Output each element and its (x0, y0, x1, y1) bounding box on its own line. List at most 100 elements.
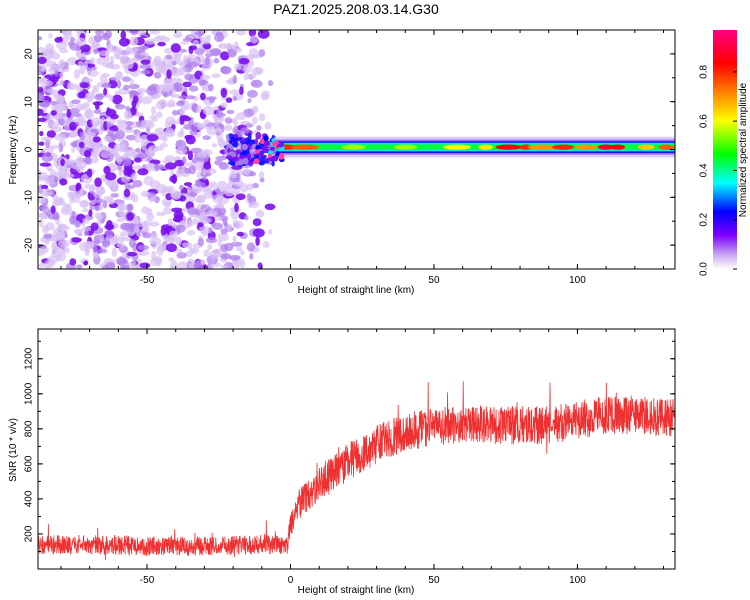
noise-blob (110, 113, 119, 120)
noise-blob (89, 184, 96, 194)
noise-blob (39, 77, 48, 82)
noise-blob (59, 72, 64, 80)
noise-blob (125, 134, 137, 141)
noise-blob (84, 59, 94, 64)
noise-blob (168, 230, 178, 241)
noise-blob (224, 190, 234, 197)
noise-blob (52, 227, 65, 236)
noise-blob (69, 258, 77, 266)
noise-blob (188, 45, 198, 51)
noise-blob (39, 162, 52, 167)
noise-blob (137, 168, 149, 176)
noise-blob (227, 160, 237, 166)
noise-blob (213, 57, 220, 64)
noise-blob (217, 137, 225, 147)
noise-blob (164, 130, 175, 138)
noise-blob (72, 112, 82, 118)
noise-blob (44, 238, 50, 245)
noise-blob (228, 139, 233, 144)
noise-blob (105, 172, 117, 181)
noise-blob (211, 30, 216, 35)
noise-blob (218, 44, 223, 49)
noise-blob (234, 202, 239, 213)
noise-blob (71, 237, 82, 243)
noise-blob (247, 89, 258, 98)
noise-blob (178, 220, 187, 226)
noise-blob (44, 48, 56, 54)
noise-blob (209, 263, 215, 268)
noise-blob (79, 65, 86, 75)
noise-blob (119, 264, 130, 269)
noise-blob (54, 133, 66, 141)
noise-blob (271, 160, 275, 167)
noise-blob (111, 247, 117, 258)
noise-blob (155, 211, 166, 217)
noise-blob (126, 212, 134, 221)
noise-blob (105, 262, 116, 269)
noise-blob (219, 51, 230, 61)
noise-blob (216, 109, 223, 118)
noise-blob (106, 182, 118, 187)
noise-blob (180, 116, 192, 122)
noise-blob (113, 143, 123, 151)
noise-blob (178, 95, 187, 100)
noise-blob (220, 102, 228, 108)
signal-hotspot (495, 144, 522, 150)
noise-blob (108, 94, 114, 102)
noise-blob (56, 95, 66, 104)
noise-blob (182, 156, 187, 164)
noise-blob (92, 101, 104, 106)
noise-blob (149, 237, 162, 245)
colorbar-ticks: 0.0 0.2 0.4 0.6 0.8 (699, 64, 737, 276)
noise-blob (100, 150, 112, 159)
noise-blob (220, 253, 232, 260)
noise-blob (176, 252, 187, 259)
noise-blob (38, 56, 47, 64)
noise-blob (174, 159, 185, 167)
noise-blob (38, 247, 46, 257)
noise-blob (102, 200, 108, 209)
noise-blob (268, 80, 274, 87)
onset-patch (253, 158, 260, 165)
y-tick-label: -20 (24, 237, 35, 252)
signal-hotspot (637, 144, 655, 150)
noise-blob (155, 101, 165, 110)
signal-hotspot (290, 144, 320, 150)
noise-blob (104, 50, 110, 60)
noise-blob (233, 133, 239, 139)
noise-blob (157, 41, 166, 47)
noise-blob (85, 131, 96, 138)
noise-blob (127, 251, 138, 257)
noise-blob (229, 145, 234, 150)
noise-blob (105, 63, 114, 69)
noise-blob (46, 130, 56, 139)
noise-blob (38, 102, 49, 107)
noise-blob (108, 125, 119, 132)
noise-blob (144, 32, 149, 38)
noise-blob (243, 73, 249, 81)
noise-blob (256, 125, 262, 131)
noise-blob (60, 208, 72, 216)
signal-hotspot (610, 144, 626, 150)
noise-blob (122, 61, 134, 70)
colorbar-tick-label: 0.4 (699, 163, 710, 177)
noise-blob (166, 69, 172, 79)
noise-blob (241, 143, 248, 151)
noise-blob (194, 195, 204, 204)
onset-patch (263, 140, 271, 147)
noise-blob (92, 84, 100, 91)
noise-blob (71, 146, 76, 154)
noise-blob (134, 135, 141, 143)
noise-blob (94, 94, 104, 101)
noise-blob (264, 121, 272, 130)
onset-patch (271, 155, 279, 162)
noise-blob (166, 185, 175, 193)
noise-blob (216, 126, 221, 132)
noise-blob (215, 156, 228, 161)
colorbar-tick-label: 0.0 (699, 262, 710, 276)
noise-blob (228, 254, 241, 261)
y-tick-label: 1200 (24, 347, 35, 370)
noise-blob (175, 224, 186, 233)
noise-blob (104, 223, 115, 231)
spectrogram-y-ticks: -20 -10 0 10 20 (24, 29, 675, 270)
